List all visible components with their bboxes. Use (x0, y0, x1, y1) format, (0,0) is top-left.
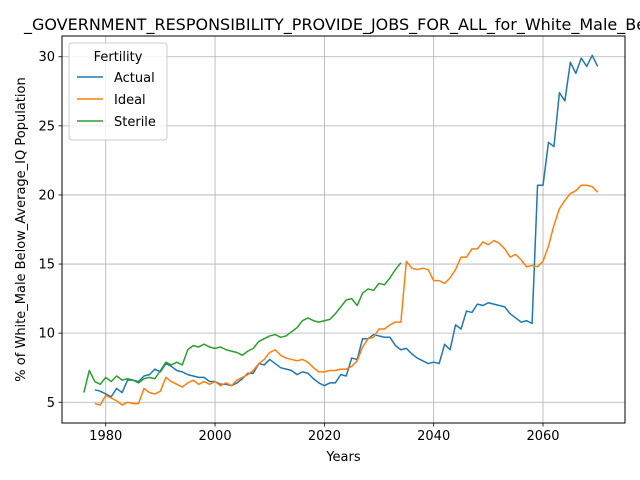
grid (62, 36, 625, 423)
legend-items: Actual Ideal Sterile (77, 71, 156, 130)
y-tick-label-4: 25 (38, 119, 55, 134)
plot-area-frame (61, 35, 626, 424)
x-tick-label-1: 2000 (199, 429, 232, 444)
y-tick-label-0: 5 (47, 396, 55, 411)
legend-label-actual: Actual (114, 71, 155, 86)
legend-box (68, 42, 168, 141)
legend-label-ideal: Ideal (114, 93, 146, 108)
chart-title: _GOVERNMENT_RESPONSIBILITY_PROVIDE_JOBS_… (23, 15, 640, 35)
y-axis-label: % of White_Male Below_Average_IQ Populat… (14, 77, 29, 381)
series-line-sterile (83, 262, 402, 393)
x-tick-label-3: 2040 (417, 429, 450, 444)
legend: Fertility Actual Ideal Sterile (68, 42, 168, 141)
x-axis: 1980 2000 2020 2040 2060 (89, 423, 560, 444)
x-tick-label-4: 2060 (526, 429, 559, 444)
x-tick-label-2: 2020 (308, 429, 341, 444)
y-tick-label-1: 10 (38, 327, 55, 342)
y-axis: 5 10 15 20 25 30 (38, 50, 62, 411)
x-axis-label: Years (325, 450, 361, 465)
y-tick-label-3: 20 (38, 188, 55, 203)
legend-title: Fertility (94, 50, 143, 65)
series-line-actual (94, 54, 599, 398)
series-lines (83, 54, 599, 406)
y-tick-label-5: 30 (38, 50, 55, 65)
legend-label-sterile: Sterile (114, 115, 156, 130)
series-line-ideal (94, 184, 599, 406)
y-tick-label-2: 15 (38, 258, 55, 273)
x-tick-label-0: 1980 (89, 429, 122, 444)
